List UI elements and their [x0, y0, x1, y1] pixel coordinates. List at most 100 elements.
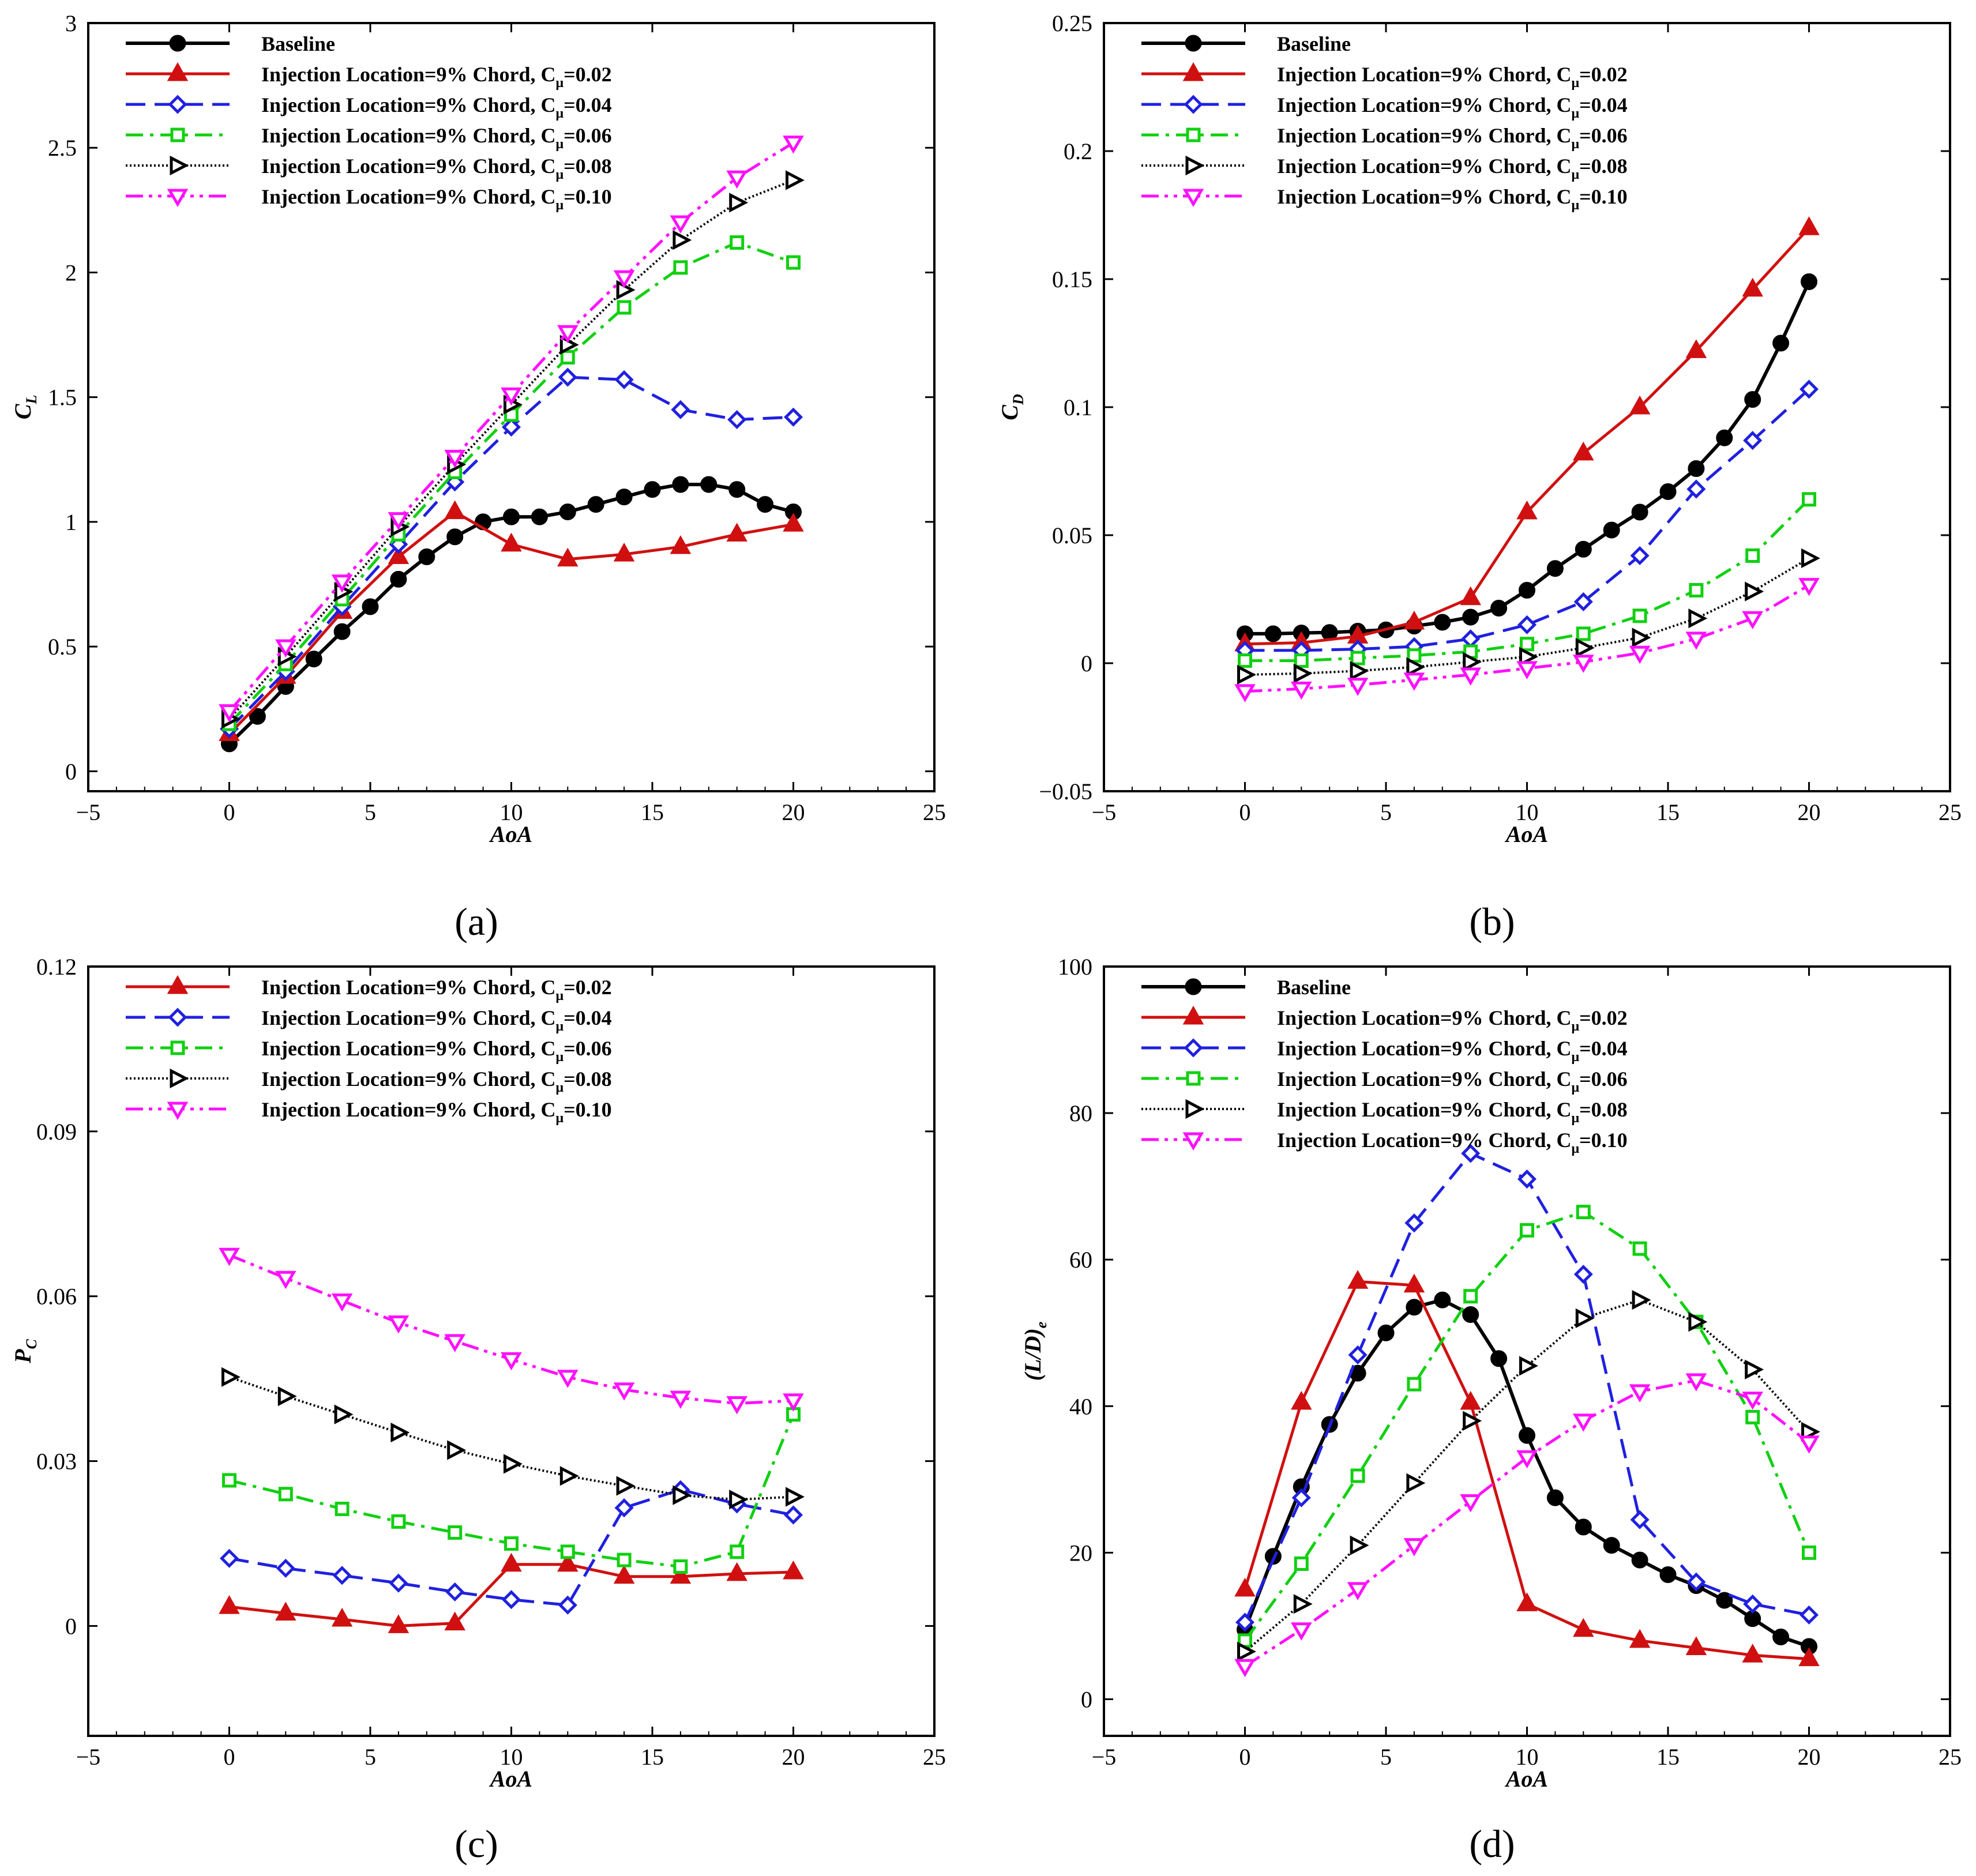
series-a-cmu004 — [219, 367, 803, 739]
marker-a-cmu010-point-10 — [783, 136, 804, 154]
marker-b-cmu006-point-8 — [1689, 582, 1704, 597]
marker-b-cmu004-point-5 — [1517, 615, 1537, 634]
marker-c-cmu002-point-5 — [501, 1552, 522, 1572]
panel-d: −5 0 5 10 15 20 25 0 20 40 60 80 100 AoA (L/D)e Baselin… — [1020, 954, 1962, 1792]
marker-c-cmu008-point-4 — [447, 1440, 467, 1460]
marker-d-cmu006-point-2 — [1350, 1468, 1365, 1483]
marker-d-cmu008-point-5 — [1519, 1356, 1538, 1376]
marker-d-cmu008-point-9 — [1745, 1359, 1764, 1379]
marker-a-baseline-point-19 — [757, 496, 774, 513]
marker-a-cmu004-point-7 — [614, 370, 634, 389]
series-b-cmu006 — [1238, 492, 1816, 668]
legend-c: Injection Location=9% Chord, Cμ=0.02 Inje… — [126, 975, 612, 1126]
marker-c-cmu006-point-3 — [391, 1514, 406, 1529]
marker-a-cmu010-point-6 — [557, 325, 578, 344]
legend-marker-c-cmu004-point-0 — [168, 1007, 187, 1027]
marker-b-cmu010-point-6 — [1572, 655, 1594, 673]
marker-d-baseline-point-19 — [1772, 1628, 1790, 1645]
marker-b-cmu008-point-0 — [1237, 664, 1256, 685]
marker-d-cmu006-point-1 — [1294, 1556, 1309, 1571]
series-a-baseline — [221, 476, 802, 753]
marker-d-baseline-point-13 — [1603, 1537, 1620, 1554]
series-b-baseline — [1237, 273, 1817, 642]
panel-label-c: (c) — [454, 1822, 498, 1866]
legend-marker-d-cmu006-point-0 — [1186, 1071, 1201, 1086]
marker-d-cmu010-point-2 — [1347, 1582, 1369, 1600]
marker-a-cmu010-point-4 — [444, 449, 466, 468]
marker-a-cmu010-point-7 — [613, 270, 635, 289]
marker-d-baseline-point-15 — [1659, 1566, 1677, 1583]
marker-d-cmu008-point-3 — [1406, 1473, 1426, 1493]
series-c-cmu008 — [221, 1367, 805, 1510]
marker-d-cmu008-point-0 — [1237, 1641, 1256, 1662]
marker-a-cmu004-point-5 — [501, 418, 521, 437]
x-tick-label-c-4: 15 — [641, 1744, 664, 1770]
legend-marker-d-cmu002-point-0 — [1182, 1005, 1204, 1025]
marker-c-cmu004-point-0 — [219, 1548, 239, 1568]
marker-b-baseline-point-12 — [1575, 540, 1592, 558]
y-tick-label-c-1: 0.03 — [36, 1449, 77, 1475]
marker-b-baseline-point-11 — [1546, 560, 1564, 577]
marker-d-cmu010-point-9 — [1742, 1392, 1764, 1410]
marker-d-cmu002-point-4 — [1460, 1390, 1481, 1410]
marker-c-cmu006-point-6 — [560, 1544, 575, 1559]
legend-marker-b-cmu008-point-0 — [1185, 155, 1205, 176]
marker-c-cmu008-point-7 — [616, 1476, 636, 1496]
x-tick-label-a-1: 0 — [224, 799, 235, 825]
marker-a-baseline-point-5 — [362, 598, 379, 615]
marker-b-cmu002-point-6 — [1573, 441, 1594, 461]
marker-b-cmu006-point-0 — [1238, 653, 1252, 668]
marker-b-cmu002-point-9 — [1742, 277, 1763, 297]
y-tick-label-c-4: 0.12 — [36, 954, 77, 980]
x-tick-label-c-2: 5 — [365, 1744, 376, 1770]
series-d-baseline — [1237, 1291, 1817, 1655]
marker-b-cmu008-point-10 — [1801, 548, 1820, 569]
x-tick-label-d-1: 0 — [1239, 1744, 1251, 1770]
x-tick-label-b-3: 10 — [1516, 799, 1539, 825]
y-tick-label-c-3: 0.09 — [36, 1119, 77, 1145]
marker-b-cmu010-point-2 — [1347, 678, 1369, 696]
marker-b-cmu010-point-10 — [1798, 578, 1820, 596]
legend-label-a-baseline: Baseline — [261, 32, 335, 55]
marker-b-baseline-point-8 — [1462, 608, 1479, 626]
marker-c-cmu002-point-0 — [219, 1595, 240, 1614]
legend-label-c-cmu006: Injection Location=9% Chord, Cμ=0.06 — [261, 1037, 612, 1065]
legend-label-d-cmu010: Injection Location=9% Chord, Cμ=0.10 — [1277, 1129, 1628, 1156]
marker-a-baseline-point-17 — [700, 476, 717, 493]
legend-label-c-cmu008: Injection Location=9% Chord, Cμ=0.08 — [261, 1067, 612, 1095]
marker-c-cmu002-point-2 — [331, 1607, 353, 1627]
marker-a-cmu002-point-7 — [613, 543, 635, 562]
marker-a-cmu006-point-10 — [786, 255, 801, 270]
marker-d-cmu004-point-6 — [1573, 1265, 1593, 1284]
marker-b-cmu002-point-3 — [1403, 610, 1425, 630]
x-axis-label-d: AoA — [1504, 1766, 1548, 1792]
x-tick-label-d-0: −5 — [1092, 1744, 1117, 1770]
marker-c-cmu010-point-7 — [613, 1382, 635, 1401]
marker-a-baseline-point-1 — [249, 708, 266, 725]
series-b-cmu010 — [1234, 578, 1820, 702]
marker-b-cmu004-point-6 — [1573, 592, 1593, 611]
marker-c-cmu004-point-4 — [445, 1582, 465, 1601]
marker-d-cmu010-point-7 — [1629, 1384, 1651, 1403]
marker-d-cmu006-point-7 — [1632, 1241, 1647, 1256]
marker-a-baseline-point-12 — [559, 503, 576, 521]
x-tick-label-a-3: 10 — [500, 799, 523, 825]
marker-c-cmu006-point-4 — [448, 1525, 463, 1540]
y-tick-label-b-4: 0.15 — [1052, 266, 1092, 292]
legend-label-b-cmu008: Injection Location=9% Chord, Cμ=0.08 — [1277, 155, 1628, 182]
legend-marker-c-cmu008-point-0 — [170, 1068, 189, 1089]
marker-d-cmu008-point-6 — [1575, 1308, 1595, 1328]
marker-a-cmu006-point-6 — [560, 350, 575, 365]
marker-b-cmu010-point-7 — [1629, 645, 1651, 664]
marker-d-baseline-point-9 — [1490, 1350, 1508, 1367]
marker-d-baseline-point-17 — [1716, 1592, 1733, 1609]
x-tick-label-b-6: 25 — [1939, 799, 1962, 825]
marker-c-cmu010-point-5 — [501, 1352, 522, 1371]
marker-c-cmu010-point-8 — [670, 1390, 692, 1409]
marker-c-cmu010-point-4 — [444, 1334, 466, 1352]
marker-b-cmu006-point-6 — [1576, 626, 1591, 641]
marker-d-cmu004-point-8 — [1686, 1572, 1706, 1592]
marker-d-cmu002-point-9 — [1742, 1644, 1763, 1663]
marker-d-cmu004-point-5 — [1517, 1169, 1537, 1189]
marker-c-cmu002-point-4 — [444, 1611, 465, 1631]
